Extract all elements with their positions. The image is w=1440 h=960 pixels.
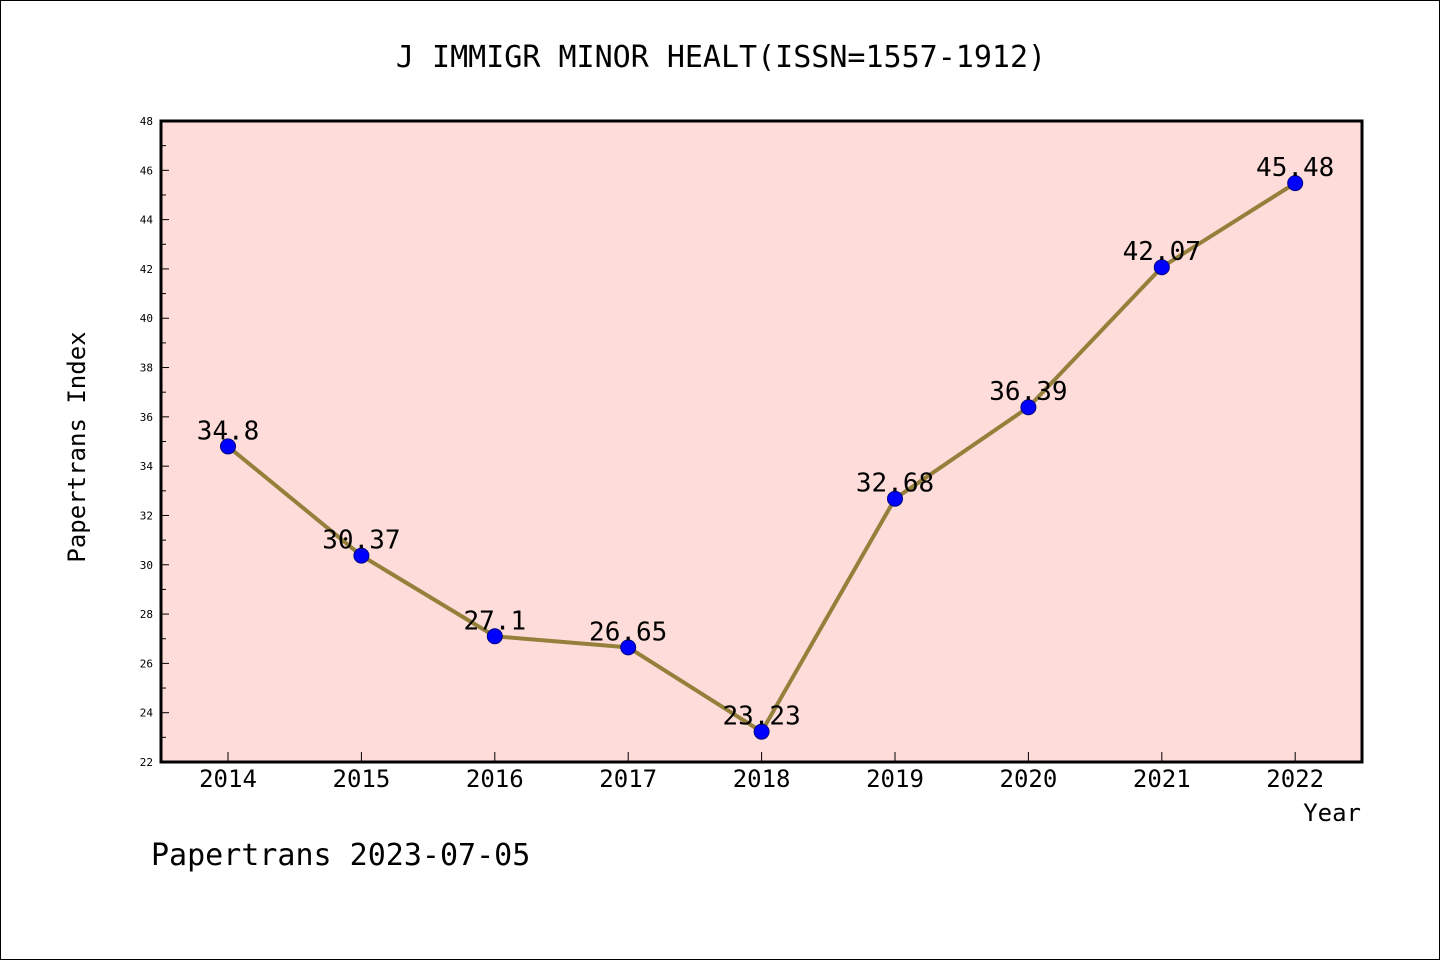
data-label: 23.23	[722, 702, 800, 732]
x-tick-label: 2021	[1133, 765, 1191, 793]
data-label: 27.1	[463, 606, 526, 636]
x-tick-label: 2022	[1266, 765, 1324, 793]
data-point	[620, 639, 637, 656]
chart-title: J IMMIGR MINOR HEALT(ISSN=1557-1912)	[396, 40, 1046, 75]
data-point	[753, 723, 770, 740]
x-tick-label: 2014	[199, 765, 257, 793]
x-tick-label: 2017	[599, 765, 657, 793]
data-label: 36.39	[989, 377, 1067, 407]
data-point	[1287, 175, 1304, 192]
y-tick-label: 40	[140, 312, 153, 325]
y-tick-label: 36	[140, 411, 153, 424]
series-group	[220, 175, 1304, 740]
data-label: 45.48	[1256, 153, 1334, 183]
x-tick-label: 2016	[466, 765, 524, 793]
y-tick-label: 26	[140, 657, 153, 670]
y-tick-label: 46	[140, 164, 153, 177]
data-label: 30.37	[322, 526, 400, 556]
data-label: 42.07	[1123, 237, 1201, 267]
footer-stamp: Papertrans 2023-07-05	[151, 838, 530, 873]
x-tick-label: 2020	[1000, 765, 1058, 793]
y-tick-label: 44	[140, 214, 154, 227]
y-tick-label: 30	[140, 559, 153, 572]
y-tick-label: 28	[140, 608, 153, 621]
data-label: 34.8	[197, 416, 260, 446]
y-tick-label: 24	[140, 707, 154, 720]
y-tick-label: 22	[140, 756, 153, 769]
x-tick-label: 2018	[733, 765, 791, 793]
data-labels: 34.8 30.37 27.1 26.65 23.23 32.68 36.39 42.07 45…	[197, 153, 1335, 732]
data-point	[353, 547, 370, 564]
data-point	[486, 628, 503, 645]
data-label: 32.68	[856, 469, 934, 499]
plot-border	[159, 119, 1364, 764]
y-tick-label: 34	[140, 460, 154, 473]
y-tick-label: 32	[140, 509, 153, 522]
x-axis-label: Year	[1303, 799, 1361, 827]
y-tick-label: 42	[140, 263, 153, 276]
y-tick-label: 48	[140, 115, 153, 128]
data-point	[220, 438, 236, 455]
plot-area	[161, 121, 1362, 762]
y-tick-label: 38	[140, 362, 153, 375]
data-point	[1153, 259, 1170, 276]
x-tick-label: 2015	[333, 765, 391, 793]
data-point	[1020, 399, 1037, 416]
data-point	[887, 490, 903, 507]
axis-ticks: 22 24 26 28 30 32 34 36 38 40 42 44 46 48 2014 2015 2016…	[140, 115, 1324, 793]
data-label: 26.65	[589, 617, 667, 647]
x-tick-label: 2019	[866, 765, 924, 793]
y-axis-label: Papertrans Index	[63, 331, 91, 562]
